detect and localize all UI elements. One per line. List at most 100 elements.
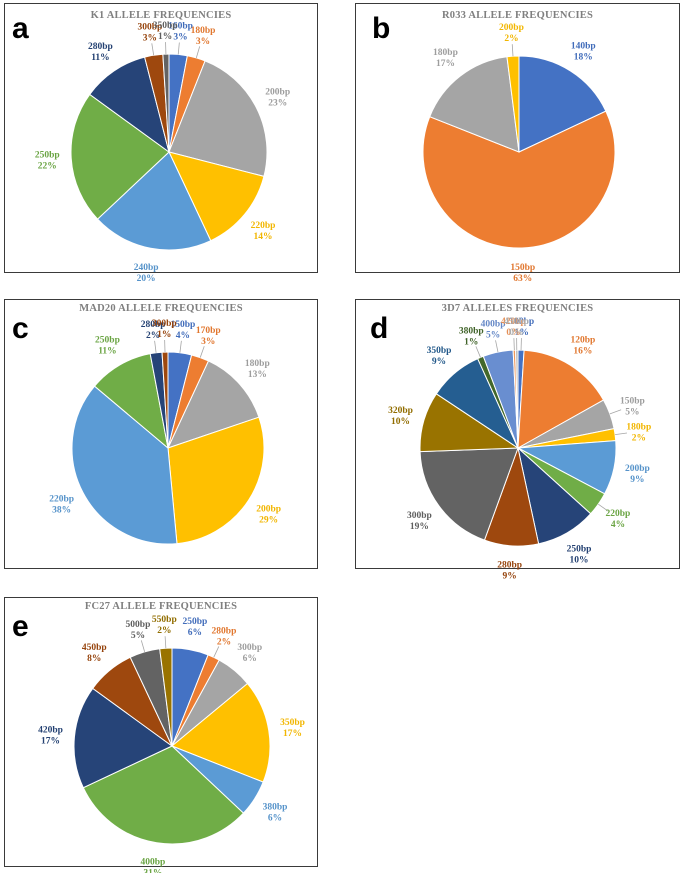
- slice-percent-380bp: 6%: [268, 813, 282, 823]
- slice-percent-300bp: 6%: [243, 654, 257, 664]
- slice-label-420bp: 420bp: [501, 317, 526, 327]
- leader-line-150bp: [609, 409, 622, 415]
- leader-line-280bp: [213, 646, 220, 658]
- slice-percent-350bp: 17%: [283, 729, 302, 739]
- slice-percent-200bp: 9%: [630, 475, 644, 485]
- slice-percent-420bp: 17%: [41, 737, 60, 747]
- slice-label-200bp: 200bp: [256, 504, 281, 514]
- slice-percent-180bp: 13%: [248, 370, 267, 380]
- slice-percent-300bp: 19%: [410, 522, 429, 532]
- slice-label-100bp: 100bp: [509, 317, 534, 327]
- slice-percent-150bp: 4%: [176, 331, 190, 341]
- slice-percent-280bp: 11%: [91, 53, 109, 63]
- leader-line-550bp: [164, 636, 167, 649]
- slice-percent-250bp: 22%: [38, 162, 57, 172]
- slice-percent-400bp: 31%: [143, 869, 162, 873]
- slice-label-200bp: 200bp: [265, 88, 290, 98]
- leader-line-380bp: [475, 346, 481, 358]
- leader-line-180bp: [615, 432, 628, 435]
- leader-line-400bp: [495, 340, 499, 353]
- panel-a: a K1 ALLELE FREQUENCIES 160bp 3% 180bp 3% 20…: [4, 3, 318, 284]
- slice-label-250bp: 250bp: [567, 545, 592, 555]
- pie-slice-250bp: [70, 93, 170, 220]
- pie-slice-150bp: [422, 110, 616, 249]
- slice-label-350bp: 350bp: [427, 346, 452, 356]
- slice-percent-140bp: 18%: [574, 53, 593, 63]
- leader-line-220bp: [598, 503, 609, 512]
- slice-label-450bp: 450bp: [504, 317, 529, 327]
- leader-line-300bp: [151, 43, 155, 56]
- slice-label-160bp: 160bp: [168, 22, 193, 32]
- slice-percent-200bp: 29%: [259, 515, 278, 525]
- slice-label-280bp: 280bp: [497, 561, 522, 571]
- leader-line-170bp: [199, 346, 205, 358]
- slice-percent-170bp: 3%: [201, 337, 215, 347]
- slice-percent-450bp: 0%: [509, 328, 523, 338]
- slice-percent-420bp: 0%: [506, 328, 520, 338]
- slice-label-150bp: 150bp: [510, 263, 535, 273]
- slice-percent-180bp: 3%: [196, 37, 210, 47]
- slice-label-200bp: 200bp: [625, 464, 650, 474]
- slice-percent-550bp: 2%: [157, 626, 171, 636]
- slice-percent-160bp: 3%: [173, 33, 187, 43]
- pie-slice-250bp: [93, 353, 169, 450]
- slice-percent-150bp: 5%: [625, 408, 639, 418]
- slice-percent-240bp: 20%: [137, 274, 156, 284]
- panel-letter-c: c: [12, 312, 29, 345]
- slice-percent-200bp: 23%: [268, 99, 287, 109]
- chart-title: K1 ALLELE FREQUENCIES: [90, 10, 232, 21]
- slice-percent-500bp: 5%: [131, 631, 145, 641]
- leader-line-150bp: [179, 340, 182, 353]
- pie-chart-3d7: 100bp1%120bp16%150bp5%180bp2%200bp9%220b…: [388, 317, 651, 582]
- slice-label-280bp: 280bp: [88, 42, 113, 52]
- pie-slice-420bp: [73, 687, 173, 789]
- pie-slice-120bp: [517, 349, 605, 449]
- slice-label-170bp: 170bp: [196, 326, 221, 336]
- chart-title: 3D7 ALLELES FREQUENCIES: [441, 303, 594, 314]
- slice-percent-100bp: 1%: [515, 328, 529, 338]
- slice-percent-250bp: 11%: [98, 346, 116, 356]
- leader-line-280bp: [154, 340, 157, 353]
- slice-label-220bp: 220bp: [49, 495, 74, 505]
- slice-percent-450bp: 8%: [87, 654, 101, 664]
- slice-label-420bp: 420bp: [38, 726, 63, 736]
- leader-line-160bp: [177, 42, 180, 55]
- slice-label-350bp: 350bp: [280, 718, 305, 728]
- slice-percent-300bp: 1%: [157, 330, 171, 340]
- panel-letter-b: b: [372, 12, 391, 45]
- slice-percent-250bp: 6%: [188, 628, 202, 638]
- slice-percent-280bp: 9%: [503, 572, 517, 582]
- slice-label-380bp: 380bp: [263, 802, 288, 812]
- leader-line-200bp: [511, 44, 514, 57]
- pie-slice-350bp: [171, 682, 271, 783]
- slice-label-180bp: 180bp: [245, 359, 270, 369]
- slice-label-240bp: 240bp: [134, 263, 159, 273]
- leader-line-500bp: [140, 640, 146, 653]
- slice-label-300bp: 300bp: [237, 643, 262, 653]
- pie-chart-k1: 160bp3%180bp3%200bp23%220bp14%240bp20%25…: [35, 21, 290, 284]
- slice-label-300bp: 300bp: [152, 319, 177, 329]
- slice-label-150bp: 150bp: [620, 397, 645, 407]
- pie-slice-140bp: [518, 55, 607, 153]
- slice-label-220bp: 220bp: [251, 221, 276, 231]
- slice-label-280bp: 280bp: [212, 627, 237, 637]
- slice-label-180bp: 180bp: [191, 26, 216, 36]
- slice-percent-220bp: 38%: [52, 506, 71, 516]
- panel-letter-e: e: [12, 610, 29, 643]
- slice-percent-300bp: 3%: [143, 34, 157, 44]
- slice-percent-250bp: 10%: [570, 556, 589, 566]
- slice-label-150bp: 150bp: [170, 320, 195, 330]
- chart-title: MAD20 ALLELE FREQUENCIES: [79, 303, 243, 314]
- pie-slice-200bp: [167, 416, 265, 545]
- pie-slice-280bp: [89, 56, 170, 154]
- pie-slice-200bp: [506, 55, 520, 153]
- slice-label-380bp: 380bp: [459, 326, 484, 336]
- slice-percent-380bp: 1%: [464, 337, 478, 347]
- slice-label-250bp: 250bp: [35, 151, 60, 161]
- pie-slice-550bp: [159, 647, 173, 747]
- slice-label-180bp: 180bp: [433, 48, 458, 58]
- slice-label-300bp: 300bp: [137, 23, 162, 33]
- panel-c: c MAD20 ALLELE FREQUENCIES 150bp 4% 170bp 3…: [4, 299, 318, 569]
